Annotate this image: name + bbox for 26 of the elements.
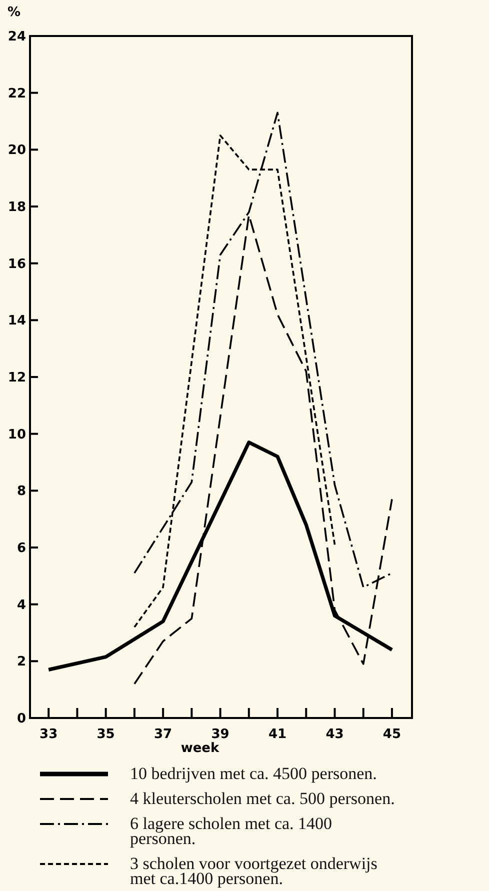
legend-label: 10 bedrijven met ca. 4500 personen. bbox=[130, 764, 377, 783]
x-tick-label: 43 bbox=[326, 727, 344, 742]
x-axis-title: week bbox=[180, 741, 220, 756]
y-tick-label: 2 bbox=[16, 654, 26, 670]
y-tick-label: 12 bbox=[8, 370, 26, 386]
y-tick-label: 4 bbox=[16, 598, 26, 613]
y-tick-label: 6 bbox=[16, 541, 26, 556]
y-tick-label: 20 bbox=[8, 143, 26, 158]
y-tick-label: 24 bbox=[8, 30, 26, 45]
legend-label: 6 lagere scholen met ca. 1400 personen. bbox=[130, 814, 332, 848]
y-tick-label: 14 bbox=[8, 314, 26, 329]
x-tick-label: 33 bbox=[40, 727, 58, 742]
x-tick-label: 35 bbox=[96, 727, 115, 742]
y-tick-label: 10 bbox=[8, 427, 26, 442]
y-tick-label: 22 bbox=[8, 86, 26, 102]
y-tick-label: 0 bbox=[16, 712, 26, 727]
x-tick-label: 39 bbox=[211, 727, 230, 742]
y-tick-label: 8 bbox=[16, 484, 26, 500]
x-tick-label: 37 bbox=[154, 727, 172, 742]
legend-label: 3 scholen voor voortgezet onderwijs met ca.1400 personen. bbox=[130, 854, 378, 888]
legend-label: 4 kleuterscholen met ca. 500 personen. bbox=[130, 789, 395, 808]
x-tick-label: 45 bbox=[382, 727, 402, 742]
y-tick-label: 16 bbox=[8, 256, 26, 272]
x-tick-label: 41 bbox=[268, 727, 287, 742]
y-axis-title: % bbox=[7, 5, 21, 20]
y-tick-label: 18 bbox=[8, 200, 26, 216]
